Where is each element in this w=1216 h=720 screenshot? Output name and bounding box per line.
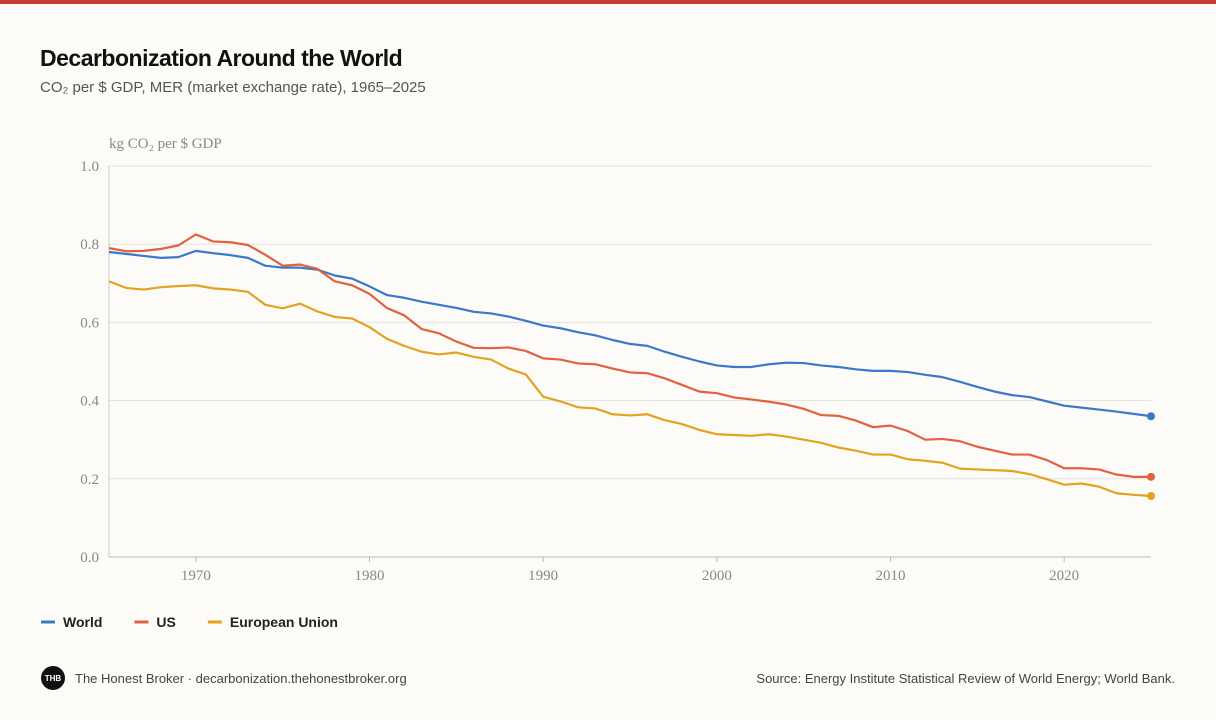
- legend-label: US: [156, 614, 175, 630]
- series-line: [108, 249, 1152, 418]
- end-dot: [1147, 472, 1155, 481]
- x-tick-label: 1970: [181, 568, 211, 584]
- chart-title: Decarbonization Around the World: [40, 45, 402, 71]
- y-tick-label: 1.0: [80, 159, 99, 175]
- y-tick-label: 0.0: [80, 550, 99, 566]
- chart-subtitle: CO₂ per $ GDP, MER (market exchange rate…: [40, 79, 426, 96]
- legend-label: European Union: [230, 614, 338, 630]
- y-axis-label: kg CO₂ per $ GDP: [109, 136, 222, 152]
- logo-text: THB: [45, 674, 62, 683]
- end-dot: [1147, 492, 1155, 501]
- x-tick-label: 2020: [1049, 568, 1079, 584]
- x-tick-label: 2000: [702, 568, 732, 584]
- y-tick-label: 0.4: [80, 394, 99, 410]
- y-tick-label: 0.6: [80, 315, 99, 331]
- logo: [41, 666, 65, 690]
- end-dot: [1147, 412, 1155, 421]
- top-bar: [0, 0, 1216, 4]
- x-tick-label: 1980: [355, 568, 385, 584]
- x-tick-label: 1990: [528, 568, 558, 584]
- series-line: [108, 233, 1151, 478]
- legend-label: World: [63, 614, 102, 630]
- series-line: [108, 280, 1152, 498]
- credit: The Honest Broker · decarbonization.theh…: [75, 671, 407, 686]
- source: Source: Energy Institute Statistical Rev…: [756, 671, 1175, 686]
- y-tick-label: 0.2: [80, 472, 99, 488]
- x-tick-label: 2010: [876, 568, 906, 584]
- y-tick-label: 0.8: [80, 237, 99, 253]
